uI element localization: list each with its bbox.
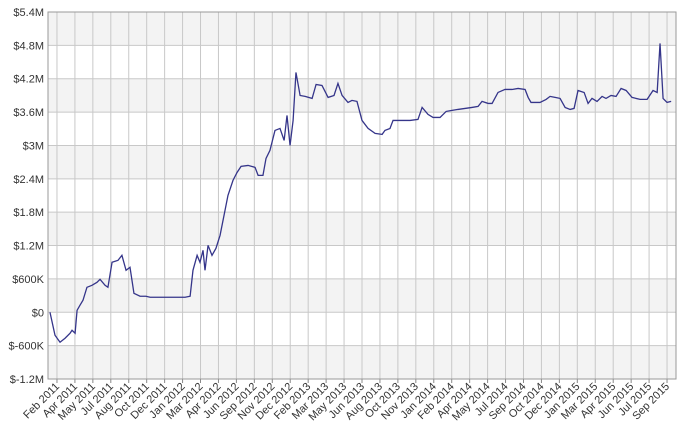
- y-tick-label: $3.6M: [13, 107, 44, 119]
- y-tick-label: $-600K: [9, 341, 45, 353]
- plot-border: [47, 11, 677, 380]
- y-tick-label: $-1.2M: [10, 374, 44, 386]
- line: [49, 43, 672, 344]
- y-tick-label: $0: [32, 307, 44, 319]
- y-tick-label: $2.4M: [13, 174, 44, 186]
- y-tick-label: $600K: [12, 274, 44, 286]
- y-tick-label: $4.8M: [13, 40, 44, 52]
- y-tick-label: $1.8M: [13, 207, 44, 219]
- y-tick-label: $3M: [23, 140, 44, 152]
- y-tick-label: $5.4M: [13, 7, 44, 19]
- y-tick-label: $1.2M: [13, 241, 44, 253]
- y-tick-label: $4.2M: [13, 74, 44, 86]
